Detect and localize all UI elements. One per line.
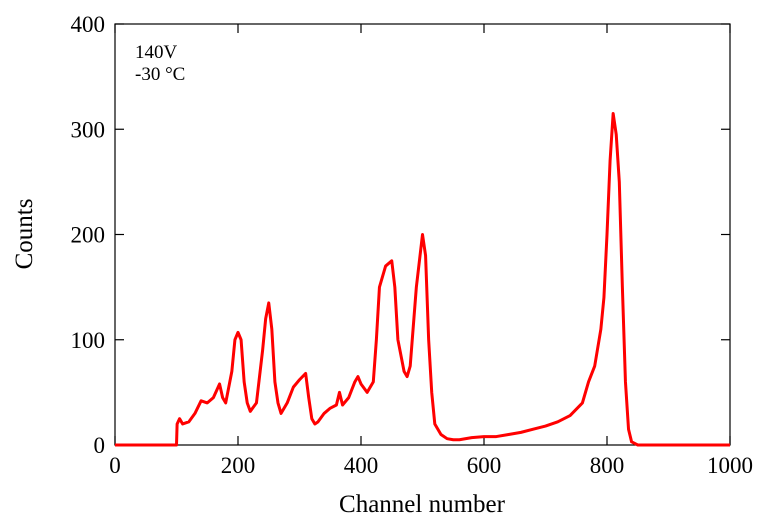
data-line: [115, 111, 730, 447]
x-tick-label: 0: [109, 453, 121, 478]
x-tick-label: 600: [467, 453, 502, 478]
y-tick-label: 100: [71, 328, 106, 353]
x-tick-label: 200: [221, 453, 256, 478]
x-tick-label: 400: [344, 453, 379, 478]
x-axis-label: Channel number: [339, 491, 506, 518]
x-tick-label: 800: [590, 453, 625, 478]
x-tick-label: 1000: [707, 453, 753, 478]
y-tick-label: 0: [94, 433, 106, 458]
annotation: -30 °C: [135, 64, 185, 85]
y-tick-label: 400: [71, 12, 106, 37]
y-tick-label: 200: [71, 223, 106, 248]
y-tick-label: 300: [71, 117, 106, 142]
annotation: 140V: [135, 42, 178, 63]
y-axis-label: Counts: [11, 199, 38, 270]
